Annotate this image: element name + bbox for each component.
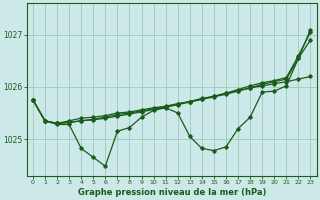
X-axis label: Graphe pression niveau de la mer (hPa): Graphe pression niveau de la mer (hPa) [77, 188, 266, 197]
